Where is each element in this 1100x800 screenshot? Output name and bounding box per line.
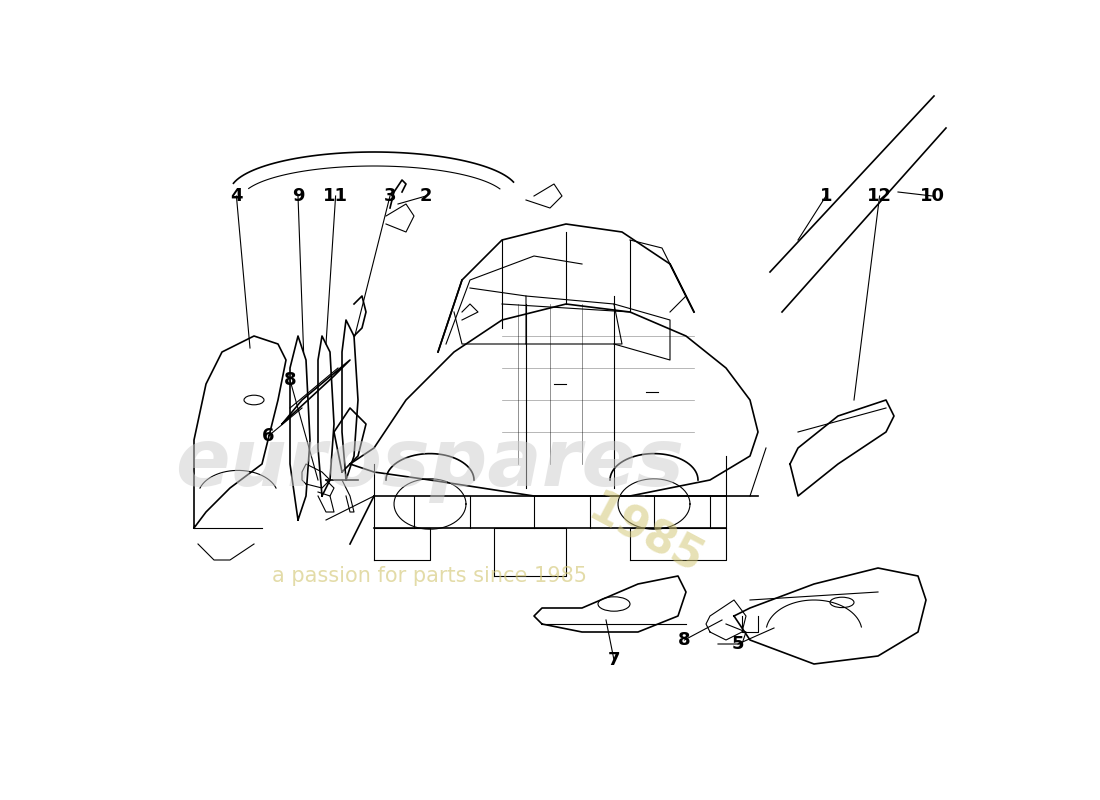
Text: 8: 8 — [678, 631, 691, 649]
Text: 1: 1 — [820, 187, 833, 205]
Text: 6: 6 — [262, 427, 275, 445]
Text: 2: 2 — [420, 187, 432, 205]
Text: 4: 4 — [230, 187, 243, 205]
Text: a passion for parts since 1985: a passion for parts since 1985 — [273, 566, 587, 586]
Text: 12: 12 — [867, 187, 892, 205]
Text: 11: 11 — [323, 187, 348, 205]
Text: eurospares: eurospares — [176, 425, 684, 503]
Text: 1985: 1985 — [581, 488, 711, 584]
Text: 10: 10 — [920, 187, 945, 205]
Text: 7: 7 — [607, 651, 620, 669]
Text: 5: 5 — [732, 635, 745, 653]
Text: 8: 8 — [284, 371, 296, 389]
Text: 9: 9 — [292, 187, 305, 205]
Text: 3: 3 — [384, 187, 396, 205]
